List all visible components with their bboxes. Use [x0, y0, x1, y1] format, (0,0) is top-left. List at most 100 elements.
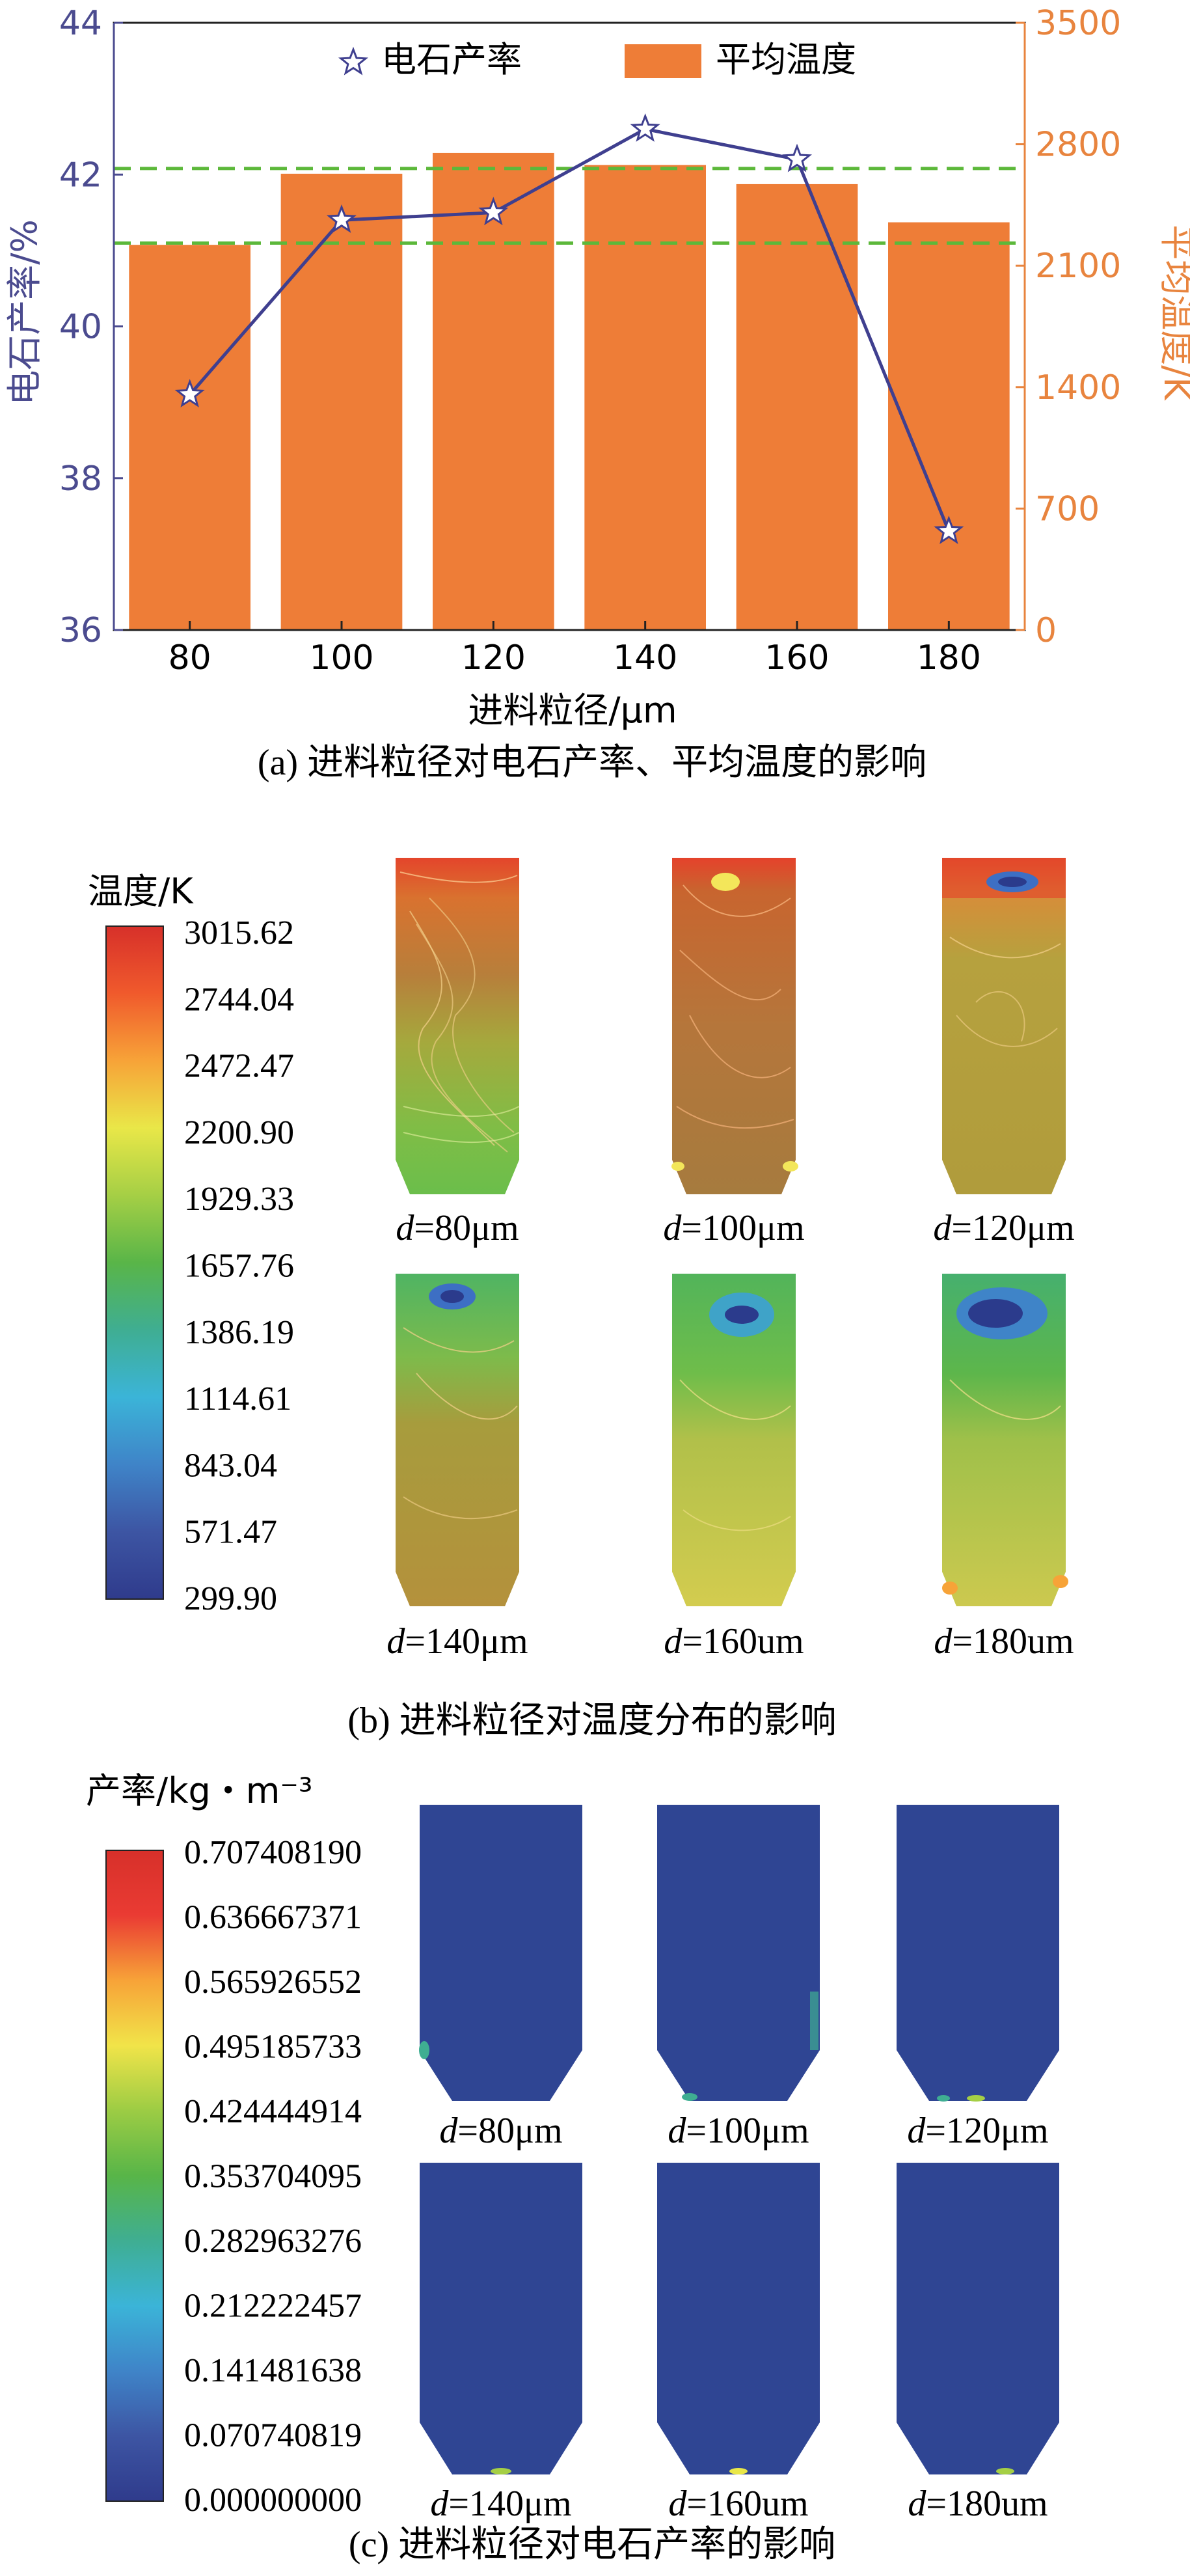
left-tick-label: 38 [59, 459, 102, 499]
x-axis-title: 进料粒径/μm [468, 690, 677, 731]
right-tick-label: 2800 [1035, 126, 1121, 165]
x-tick-label: 180 [917, 638, 981, 678]
temperature-field-80 [396, 858, 520, 1194]
colorbar-label: 0.353704095 [184, 2158, 362, 2195]
legend-star-marker [338, 46, 369, 75]
colorbar-label: 0.212222457 [184, 2288, 362, 2325]
colorbar-labels-yield: 0.707408190 0.636667371 0.565926552 0.49518… [184, 1834, 362, 2519]
colorbar-label: 1929.33 [184, 1181, 294, 1218]
panel-c-yield-fields: 产率/kg・m⁻³ 0.707408190 0.636667371 0.565926… [86, 1770, 1059, 2565]
left-tick-label: 40 [59, 308, 102, 347]
temperature-bar-80 [129, 245, 250, 630]
colorbar-label: 299.90 [184, 1580, 277, 1617]
x-tick-label: 100 [309, 638, 373, 678]
yield-point-80 [174, 379, 205, 407]
colorbar-label: 0.282963276 [184, 2223, 362, 2260]
temperature-bar-160 [736, 184, 858, 630]
field-label: d=100μm [663, 1208, 804, 1248]
yield-field-120 [897, 1805, 1059, 2102]
yield-field-80 [419, 1805, 582, 2101]
x-tick-label: 120 [461, 638, 526, 678]
colorbar-label: 0.000000000 [184, 2482, 362, 2519]
field-label: d=140μm [386, 1621, 528, 1662]
field-label: d=120μm [907, 2111, 1048, 2151]
colorbar-label: 2744.04 [184, 981, 294, 1018]
colorbar-label: 0.141481638 [184, 2352, 362, 2389]
temperature-bar-180 [888, 222, 1010, 630]
colorbar-label: 0.495185733 [184, 2029, 362, 2066]
temperature-field-180 [942, 1274, 1068, 1606]
yield-point-100 [327, 204, 357, 233]
x-tick-label: 160 [764, 638, 829, 678]
temperature-field-160 [672, 1274, 796, 1606]
colorbar-label: 3015.62 [184, 914, 294, 952]
yield-field-160 [657, 2163, 820, 2474]
colorbar-labels-temperature: 3015.62 2744.04 2472.47 2200.90 1929.33 1657.… [184, 914, 294, 1617]
right-tick-label: 700 [1035, 489, 1100, 528]
panel-a-chart: 36 38 40 42 44 0 700 1400 2100 2800 3500 80 100 120 14… [4, 4, 1190, 783]
colorbar-label: 571.47 [184, 1514, 277, 1551]
temperature-field-labels: d=80μm d=100μm d=120μm d=140μm d=160um d=180u… [386, 1208, 1074, 1662]
chart-axes [113, 21, 1026, 631]
field-label: d=160um [668, 2484, 808, 2524]
left-tick-label: 36 [59, 611, 102, 650]
temperature-field-140 [396, 1274, 519, 1606]
colorbar-label: 1657.76 [184, 1248, 294, 1285]
legend-label-yield: 电石产率 [381, 39, 522, 80]
field-label: d=80μm [396, 1208, 519, 1248]
yield-line [188, 127, 951, 532]
colorbar-label: 0.565926552 [184, 1964, 362, 2001]
colorbar-label: 2200.90 [184, 1114, 294, 1151]
legend-swatch-temperature [625, 44, 701, 78]
right-tick-label: 2100 [1035, 247, 1121, 286]
colorbar-yield [105, 1850, 164, 2502]
temperature-bars [129, 152, 1010, 631]
left-tick-label: 42 [59, 156, 102, 195]
colorbar-temperature [105, 925, 164, 1600]
colorbar-label: 0.636667371 [184, 1899, 362, 1936]
field-label: d=160um [664, 1621, 804, 1662]
legend-label-temperature: 平均温度 [716, 39, 856, 80]
x-tick-label: 140 [613, 638, 677, 678]
legend: 电石产率 平均温度 [338, 39, 856, 80]
yield-point-160 [782, 143, 812, 172]
x-tick-label: 80 [169, 638, 211, 678]
colorbar-label: 2472.47 [184, 1048, 294, 1085]
yield-field-140 [420, 2163, 582, 2474]
reference-lines [114, 167, 1025, 245]
field-label: d=100μm [668, 2111, 809, 2151]
left-tick-label: 44 [59, 4, 102, 43]
yield-point-120 [478, 197, 509, 226]
yield-field-180 [897, 2163, 1059, 2474]
yield-point-180 [934, 515, 964, 545]
right-tick-label: 0 [1035, 611, 1057, 650]
yield-field-labels: d=80μm d=100μm d=120μm d=140μm d=160um d=180u… [430, 2111, 1048, 2524]
field-label: d=80μm [439, 2111, 562, 2151]
colorbar-label: 0.070740819 [184, 2417, 362, 2454]
tick-labels: 36 38 40 42 44 0 700 1400 2100 2800 3500 80 100 120 14… [59, 4, 1122, 678]
yield-field-100 [657, 1805, 820, 2101]
y-axis-title-right: 平均温度/K [1156, 225, 1190, 401]
colorbar-label: 1114.61 [184, 1380, 291, 1418]
panel-b-temperature-fields: 温度/K 3015.62 2744.04 2472.47 2200.90 1929.33… [88, 858, 1075, 1741]
right-tick-label: 3500 [1035, 4, 1121, 43]
temperature-field-120 [942, 858, 1066, 1194]
field-label: d=120μm [933, 1208, 1074, 1248]
temperature-bar-120 [433, 152, 554, 630]
yield-line-series [174, 113, 964, 545]
colorbar-title-yield: 产率/kg・m⁻³ [86, 1770, 313, 1811]
colorbar-label: 1386.19 [184, 1314, 294, 1351]
right-tick-label: 1400 [1035, 368, 1121, 407]
panel-c-caption: (c) 进料粒径对电石产率的影响 [349, 2525, 835, 2565]
field-label: d=180um [934, 1621, 1074, 1662]
temperature-bar-140 [584, 165, 706, 631]
panel-a-caption: (a) 进料粒径对电石产率、平均温度的影响 [258, 743, 926, 783]
yield-point-140 [630, 113, 660, 142]
colorbar-label: 0.707408190 [184, 1834, 362, 1871]
panel-b-caption: (b) 进料粒径对温度分布的影响 [347, 1701, 836, 1741]
colorbar-label: 843.04 [184, 1447, 277, 1484]
colorbar-label: 0.424444914 [184, 2093, 362, 2130]
temperature-field-100 [671, 858, 798, 1194]
y-axis-title-left: 电石产率/% [4, 219, 45, 405]
temperature-bar-100 [280, 173, 403, 631]
